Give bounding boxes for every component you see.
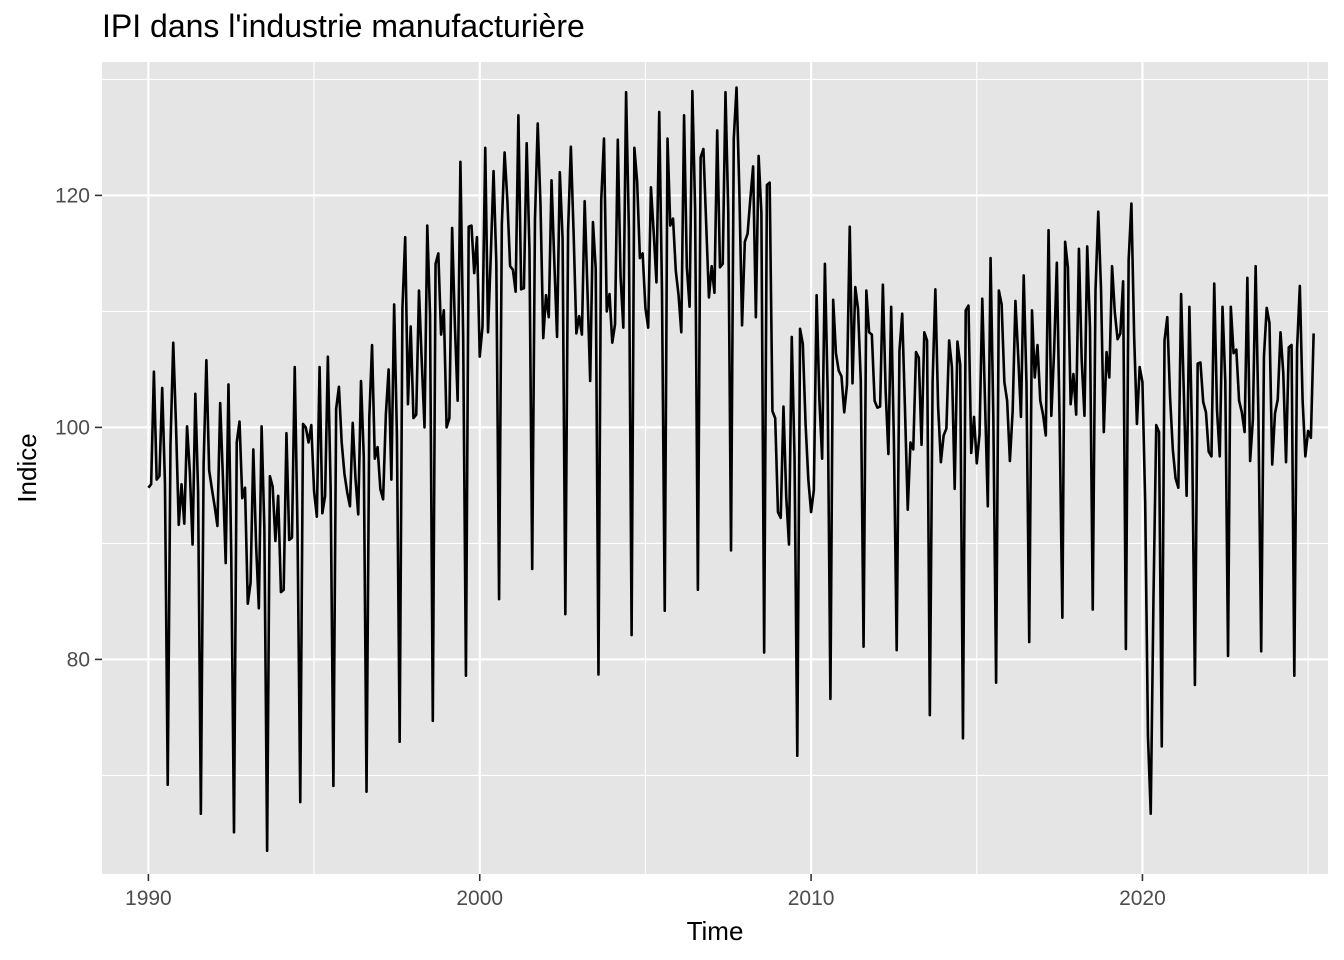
y-axis-title: Indice (12, 433, 42, 502)
chart-title: IPI dans l'industrie manufacturière (102, 8, 585, 44)
y-tick-label: 80 (67, 648, 90, 671)
x-tick-labels: 1990 2000 2010 2020 (125, 887, 1166, 910)
x-tick-label: 1990 (125, 887, 172, 910)
x-tick-label: 2000 (456, 887, 503, 910)
axis-ticks (95, 194, 1144, 881)
series-line (147, 86, 1315, 853)
x-tick-label: 2020 (1119, 887, 1166, 910)
x-axis-title: Time (687, 916, 744, 946)
y-tick-label: 120 (55, 184, 90, 207)
y-tick-label: 100 (55, 416, 90, 439)
x-tick-label: 2010 (788, 887, 835, 910)
y-tick-labels: 80 100 120 (55, 184, 90, 671)
